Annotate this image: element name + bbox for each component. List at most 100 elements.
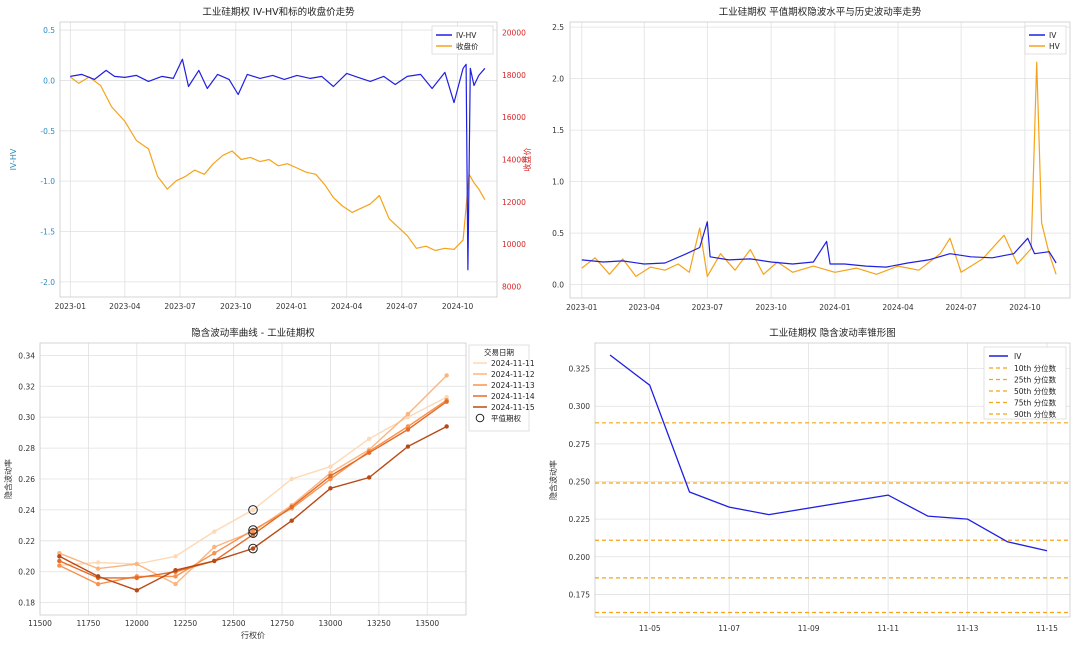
x-axis-label: 行权价 [241,630,265,640]
y-tick-label: -1.5 [40,228,55,237]
x-tick-label: 12750 [270,619,294,628]
data-point [57,558,62,564]
legend-label: 10th 分位数 [1014,363,1057,373]
x-tick-label: 2023-07 [692,303,724,312]
series-line-iv [609,354,1048,552]
data-point [250,546,256,551]
data-point [405,411,411,417]
legend-label: 2024-11-11 [491,359,535,368]
x-tick-label: 11-05 [639,624,661,633]
y2-axis-label: 收盘价 [522,148,532,172]
x-tick-label: 2023-07 [164,302,196,311]
x-tick-label: 13250 [367,619,391,628]
y-tick-label: 0.175 [569,590,591,599]
legend-label: 90th 分位数 [1014,409,1057,419]
x-tick-label: 2024-01 [819,303,851,312]
y-tick-label: -0.5 [40,127,55,136]
data-point [328,464,333,469]
legend-box [468,344,530,432]
x-tick-label: 11-15 [1036,624,1058,633]
legend-label: 75th 分位数 [1014,398,1057,408]
y2-tick-label: 10000 [502,240,526,249]
y-tick-label: 0.20 [18,568,35,577]
x-tick-label: 12000 [125,619,149,628]
data-point [57,563,62,568]
series-line-close [69,76,486,252]
y-tick-label: 0.0 [43,76,55,85]
legend-label: 收盘价 [456,41,479,51]
atm-marker [248,525,258,535]
x-tick-label: 2024-10 [442,302,474,311]
data-point [250,507,256,513]
data-point [57,550,62,556]
data-point [405,414,411,420]
plot-frame [594,342,1071,618]
y2-tick-label: 14000 [502,156,526,165]
data-point [444,373,449,378]
data-point [134,561,140,567]
plot-frame [39,342,467,616]
y-tick-label: -2.0 [40,278,55,287]
plot-frame [569,21,1071,299]
data-point [366,475,372,480]
y2-tick-label: 20000 [502,29,526,38]
legend-label: 2024-11-12 [491,370,535,379]
y-tick-label: 0.22 [18,537,35,546]
legend-label: IV [1049,31,1057,40]
y2-tick-label: 8000 [502,282,521,291]
y-axis-label: 隐含波动率 [548,460,558,500]
legend-label: 2024-11-14 [491,392,535,401]
legend-label: HV [1049,42,1061,51]
chart-title: 工业硅期权 IV-HV和标的收盘价走势 [202,6,355,18]
chart-iv-hv-close: 2023-01 2023-04 2023-07 2023-10 2024-01 2024-… [9,6,532,311]
data-point [134,588,140,593]
y2-tick-label: 18000 [502,71,526,80]
legend-box [431,25,494,55]
x-tick-label: 2024-04 [331,302,363,311]
data-point [366,450,372,455]
data-point [444,399,449,404]
x-tick-label: 2024-04 [882,303,914,312]
x-tick-label: 12500 [222,619,246,628]
data-point [366,436,372,442]
y-tick-label: 0.26 [18,475,35,484]
series-line-iv [581,221,1057,268]
x-tick-label: 12250 [173,619,197,628]
y-tick-label: 0.34 [18,351,35,360]
data-point [173,567,178,573]
legend-box [983,346,1067,420]
plot-frame [59,21,498,298]
y-tick-label: -1.0 [40,177,55,186]
data-point [95,566,101,571]
y2-tick-label: 12000 [502,198,526,207]
data-point [212,529,217,534]
x-tick-label: 11750 [76,619,100,628]
y-tick-label: 0.28 [18,444,35,453]
legend-label: 平值期权 [491,413,521,423]
x-tick-label: 2023-04 [109,302,141,311]
y-tick-label: 0.300 [569,402,591,411]
y-tick-label: 0.5 [43,26,55,35]
y-tick-label: 0.32 [18,382,35,391]
y-tick-label: 0.5 [552,229,564,238]
atm-marker [248,505,258,515]
data-point [173,581,178,587]
y-tick-label: 0.225 [569,515,591,524]
x-tick-label: 2023-04 [629,303,661,312]
legend-label: IV [1014,352,1022,361]
x-tick-label: 2023-10 [220,302,252,311]
x-tick-label: 11500 [28,619,52,628]
legend-label: 2024-11-15 [491,403,535,412]
y-axis-label: 隐含波动率 [3,459,13,499]
y-tick-label: 1.0 [552,178,564,187]
data-point [212,558,217,564]
data-point [173,574,178,579]
data-point [444,424,449,429]
x-tick-label: 11-07 [718,624,740,633]
x-tick-label: 2024-01 [276,302,308,311]
data-point [289,504,294,510]
y-tick-label: 2.5 [552,23,564,32]
x-tick-label: 2024-07 [386,302,418,311]
data-point [289,518,294,523]
y-axis-label: IV-HV [9,148,18,170]
